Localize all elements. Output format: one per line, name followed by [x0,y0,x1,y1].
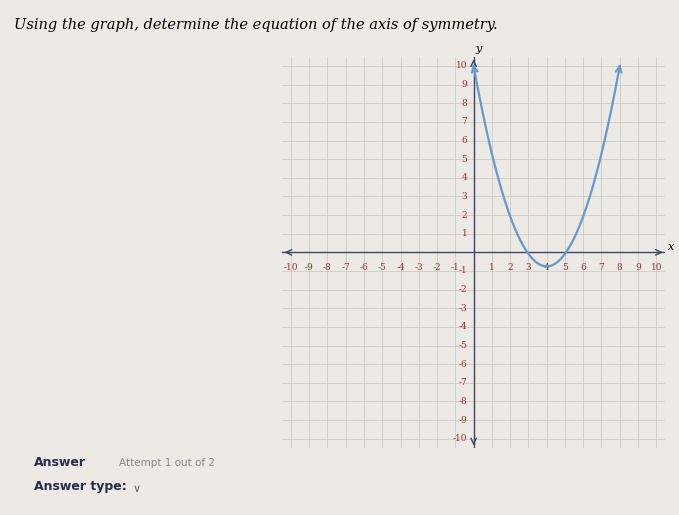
Text: 7: 7 [599,263,604,271]
Text: -10: -10 [453,434,467,443]
Text: 1: 1 [489,263,495,271]
Text: -9: -9 [458,416,467,424]
Text: -2: -2 [458,285,467,294]
Text: Answer type:: Answer type: [34,480,127,493]
Text: -7: -7 [458,379,467,387]
Text: 7: 7 [462,117,467,126]
Text: Answer: Answer [34,456,86,469]
Text: 2: 2 [507,263,513,271]
Text: 9: 9 [635,263,641,271]
Text: Using the graph, determine the equation of the axis of symmetry.: Using the graph, determine the equation … [14,18,497,32]
Text: -5: -5 [458,341,467,350]
Text: 6: 6 [581,263,586,271]
Text: 4: 4 [544,263,549,271]
Text: -1: -1 [451,263,460,271]
Text: -8: -8 [323,263,332,271]
Text: -10: -10 [284,263,298,271]
Text: 5: 5 [461,154,467,164]
Text: -4: -4 [458,322,467,331]
Text: 4: 4 [462,174,467,182]
Text: 10: 10 [456,61,467,71]
Text: -2: -2 [433,263,441,271]
Text: -3: -3 [458,304,467,313]
Text: Attempt 1 out of 2: Attempt 1 out of 2 [119,458,215,468]
Text: -8: -8 [458,397,467,406]
Text: ∨: ∨ [132,484,141,494]
Text: 8: 8 [462,99,467,108]
Text: 9: 9 [462,80,467,89]
Text: y: y [475,44,481,54]
Text: 10: 10 [650,263,662,271]
Text: 3: 3 [526,263,531,271]
Text: -3: -3 [414,263,423,271]
Text: 2: 2 [462,211,467,219]
Text: 1: 1 [462,229,467,238]
Text: -6: -6 [458,359,467,369]
Text: -7: -7 [342,263,350,271]
Text: -6: -6 [360,263,369,271]
Text: 5: 5 [562,263,568,271]
Text: -5: -5 [378,263,387,271]
Text: 3: 3 [462,192,467,201]
Text: -9: -9 [305,263,314,271]
Text: x: x [668,242,674,252]
Text: -1: -1 [458,266,467,276]
Text: 6: 6 [462,136,467,145]
Text: -4: -4 [396,263,405,271]
Text: 8: 8 [617,263,623,271]
